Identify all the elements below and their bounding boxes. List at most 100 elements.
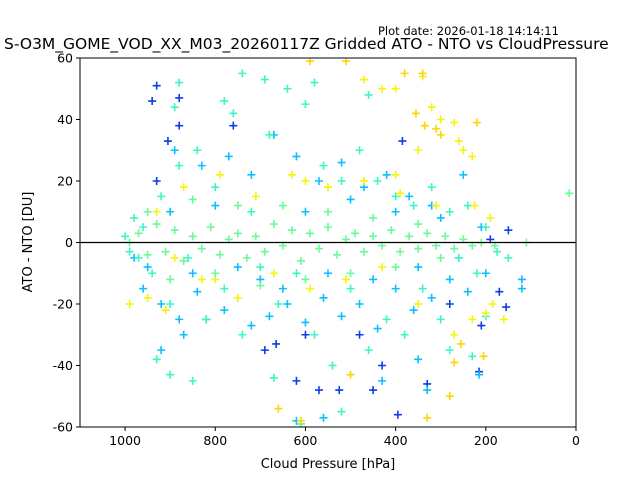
data-point-s2-43 <box>121 232 130 241</box>
data-point-s5-21 <box>314 244 323 253</box>
data-point-s2-48 <box>445 346 454 355</box>
y-tick-label: 40 <box>57 112 73 127</box>
x-tick-label: 800 <box>203 433 227 448</box>
data-point-s1-22 <box>247 170 256 179</box>
data-point-s2-59 <box>220 97 229 106</box>
data-point-s4-5 <box>423 413 432 422</box>
y-tick-label: -60 <box>53 420 73 435</box>
data-point-s3-0 <box>143 293 152 302</box>
data-point-s1-8 <box>301 318 310 327</box>
data-point-s5-36 <box>450 244 459 253</box>
x-tick-label: 0 <box>572 433 580 448</box>
data-point-s3-5 <box>233 293 242 302</box>
data-point-s3-19 <box>486 213 495 222</box>
data-point-s5-53 <box>369 213 378 222</box>
data-point-s5-48 <box>256 281 265 290</box>
chart-title: S-O3M_GOME_VOD_XX_M03_20260117Z Gridded … <box>4 35 609 53</box>
data-point-s5-14 <box>251 232 260 241</box>
data-point-s1-7 <box>283 300 292 308</box>
y-tick-label: 0 <box>65 235 73 250</box>
data-point-s1-13 <box>391 284 400 293</box>
data-point-s5-4 <box>161 247 170 256</box>
data-point-s3-18 <box>468 315 477 324</box>
data-point-s5-54 <box>391 263 400 272</box>
data-point-s0-21 <box>477 321 486 330</box>
data-point-s5-13 <box>242 253 251 262</box>
data-point-s2-36 <box>463 201 472 210</box>
data-point-s2-10 <box>229 109 238 118</box>
data-point-s2-29 <box>400 330 409 339</box>
data-point-s3-21 <box>378 84 387 93</box>
y-tick-label: 20 <box>57 174 73 189</box>
data-point-s0-5 <box>314 386 323 395</box>
data-point-s3-30 <box>488 300 497 308</box>
data-point-s1-54 <box>391 207 400 216</box>
data-point-s2-4 <box>175 161 184 170</box>
data-point-s5-43 <box>143 207 152 216</box>
data-point-s5-56 <box>436 253 445 262</box>
data-point-s5-29 <box>387 226 396 235</box>
data-point-s4-13 <box>274 404 283 413</box>
data-point-s4-16 <box>411 109 420 118</box>
data-point-s5-1 <box>134 229 143 238</box>
data-point-s2-55 <box>504 253 513 262</box>
data-point-s2-15 <box>274 300 283 308</box>
data-point-s2-40 <box>310 78 319 87</box>
x-axis: 1000 800 600 400 200 0 <box>109 427 580 448</box>
data-point-s0-4 <box>292 376 301 385</box>
data-point-s2-23 <box>346 284 355 293</box>
data-point-s4-2 <box>400 69 409 78</box>
data-point-s2-27 <box>382 315 391 324</box>
data-point-s0-2 <box>229 121 238 130</box>
data-point-s4-6 <box>445 392 454 401</box>
data-point-s2-30 <box>409 201 418 210</box>
data-point-s3-33 <box>170 253 179 262</box>
y-tick-label: -40 <box>53 358 73 373</box>
data-point-s5-30 <box>396 247 405 256</box>
data-point-s3-7 <box>269 269 278 278</box>
data-point-s0-17 <box>272 339 281 348</box>
data-point-s2-44 <box>125 247 134 256</box>
data-point-s2-46 <box>134 253 143 262</box>
data-point-s3-36 <box>301 177 310 185</box>
data-point-s0-14 <box>175 121 184 130</box>
data-point-s5-7 <box>188 232 197 241</box>
data-point-s1-14 <box>409 306 418 315</box>
data-point-s1-9 <box>319 293 328 302</box>
data-point-s2-52 <box>188 376 197 385</box>
data-point-s5-15 <box>260 247 269 256</box>
data-point-s2-54 <box>166 370 175 379</box>
data-point-s3-1 <box>161 306 170 315</box>
data-point-s3-4 <box>215 170 224 179</box>
data-point-s3-31 <box>499 315 508 324</box>
data-point-s1-50 <box>301 207 310 216</box>
data-point-s4-9 <box>432 124 441 133</box>
data-point-s5-10 <box>215 250 224 259</box>
data-point-s2-50 <box>337 407 346 416</box>
data-point-s2-7 <box>202 315 211 324</box>
data-point-s3-34 <box>125 300 134 308</box>
data-point-s0-26 <box>369 386 378 395</box>
data-point-s1-55 <box>414 263 423 272</box>
data-point-s2-53 <box>152 355 161 364</box>
data-point-s0-12 <box>504 226 513 235</box>
y-axis: -60 -40 -20 0 20 40 60 <box>53 51 80 435</box>
data-point-s1-3 <box>193 287 202 296</box>
plot-date: Plot date: 2026-01-18 14:14:11 <box>378 24 559 38</box>
data-point-s1-24 <box>292 152 301 161</box>
data-point-s3-9 <box>305 284 314 293</box>
data-point-s2-28 <box>391 192 400 201</box>
data-point-s3-25 <box>436 115 445 124</box>
data-point-s3-20 <box>360 75 369 84</box>
data-point-s5-22 <box>324 223 332 232</box>
data-point-s1-16 <box>445 275 454 284</box>
data-point-s1-31 <box>459 170 468 179</box>
data-point-s2-35 <box>454 253 463 262</box>
data-point-s0-19 <box>355 330 364 339</box>
data-point-s4-8 <box>420 121 429 130</box>
y-tick-label: -20 <box>53 297 73 312</box>
data-point-s5-45 <box>188 195 197 204</box>
data-point-s2-22 <box>337 177 346 185</box>
data-point-s0-15 <box>163 137 172 146</box>
data-point-s1-40 <box>157 346 166 355</box>
